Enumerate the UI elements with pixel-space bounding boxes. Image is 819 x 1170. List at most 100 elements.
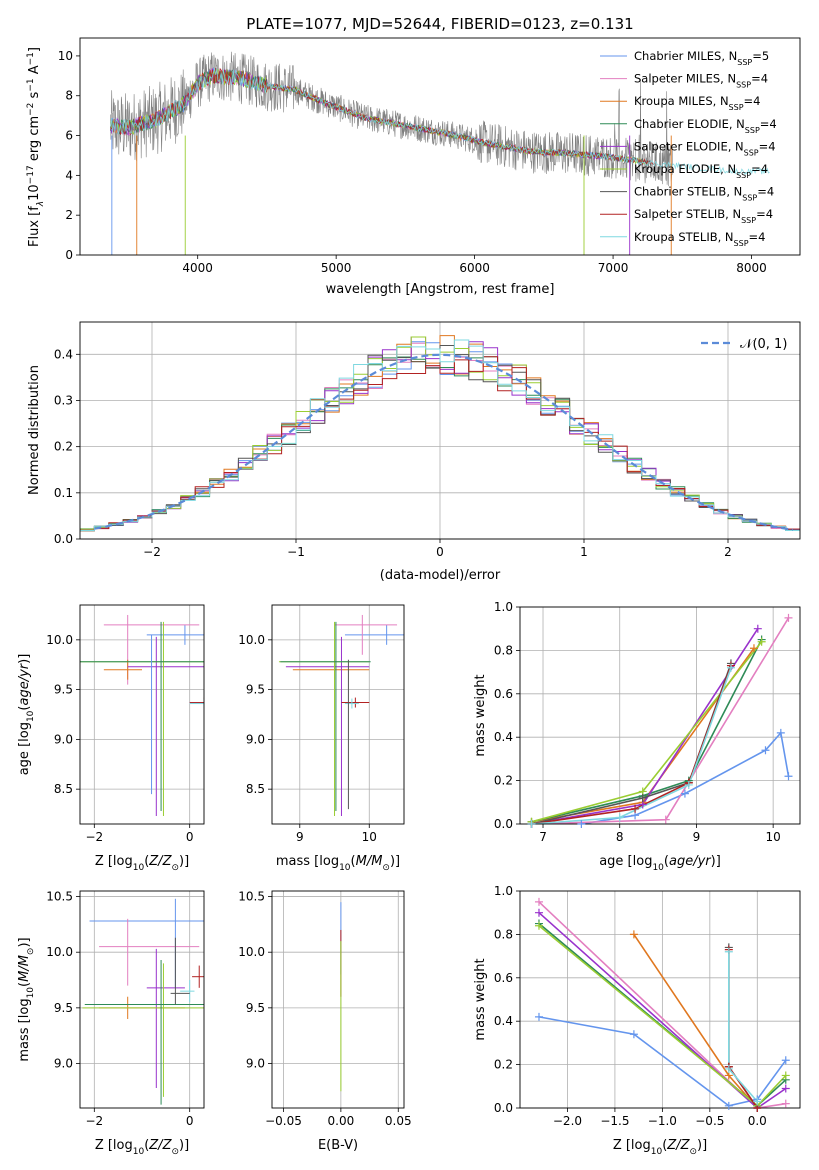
spectrum-xlabel: wavelength [Angstrom, rest frame] bbox=[326, 282, 555, 297]
residuals-xtick-label: −1 bbox=[287, 545, 305, 559]
ebv-mass-ytick-label: 9.0 bbox=[246, 1056, 265, 1070]
residual-histogram-step bbox=[80, 356, 800, 531]
mass-weight-age-ytick-label: 1.0 bbox=[494, 600, 513, 614]
spectrum-panel: 4000 5000 6000 7000 8000 0 2 4 6 8 10 bbox=[58, 37, 801, 275]
mass-weight-age-plot-area bbox=[531, 617, 790, 824]
ebv-mass-xtick-label: −0.05 bbox=[265, 1114, 302, 1128]
spectrum-xtick-label: 6000 bbox=[459, 261, 490, 275]
spectrum-frame bbox=[79, 37, 801, 256]
mass-weight-z-xtick-label: −1.5 bbox=[600, 1114, 629, 1128]
mass-weight-z-xtick-label: −0.5 bbox=[695, 1114, 724, 1128]
residuals-ytick-label: 0.4 bbox=[54, 347, 73, 361]
mass-weight-z-ytick-label: 0.6 bbox=[494, 971, 513, 985]
z-age-ytick-label: 10.0 bbox=[46, 633, 73, 647]
ebv-mass-ytick-label: 10.0 bbox=[238, 945, 265, 959]
z-age-xtick-label: 0 bbox=[186, 830, 194, 844]
ebv-mass-xtick-label: 0.05 bbox=[385, 1114, 412, 1128]
mass-weight-line bbox=[531, 667, 732, 824]
mass-weight-z-ytick-label: 1.0 bbox=[494, 884, 513, 898]
mass-weight-z-xtick-label: −1.0 bbox=[648, 1114, 677, 1128]
ebv-mass-xtick-label: 0.00 bbox=[328, 1114, 355, 1128]
mass-age-xtick-label: 10 bbox=[362, 830, 377, 844]
mass-age-ytick-label: 8.5 bbox=[246, 782, 265, 796]
mass-age-ytick-label: 9.0 bbox=[246, 732, 265, 746]
spectrum-xtick-label: 4000 bbox=[182, 261, 213, 275]
mass-weight-age-xtick-label: 10 bbox=[766, 830, 781, 844]
residual-histogram-step bbox=[80, 339, 800, 531]
mass-weight-marker bbox=[638, 793, 647, 802]
z-mass-xtick-label: −2 bbox=[85, 1114, 103, 1128]
spectrum-ytick-label: 0 bbox=[65, 248, 73, 262]
mass-weight-marker bbox=[661, 815, 670, 824]
spectrum-xtick-label: 5000 bbox=[321, 261, 352, 275]
residuals-xtick-label: 2 bbox=[724, 545, 732, 559]
spectrum-xtick-label: 7000 bbox=[598, 261, 629, 275]
spectrum-ytick-label: 6 bbox=[65, 129, 73, 143]
mass-weight-marker bbox=[680, 789, 689, 798]
mass-weight-marker bbox=[757, 637, 766, 646]
mass-weight-marker bbox=[684, 780, 693, 789]
z-age-ylabel: age [log10(age/yr)] bbox=[17, 654, 36, 776]
mass-weight-marker bbox=[724, 1101, 733, 1110]
figure-title: PLATE=1077, MJD=52644, FIBERID=0123, z=0… bbox=[246, 15, 633, 33]
mass-weight-z-ytick-label: 0.8 bbox=[494, 927, 513, 941]
mass-age-ytick-label: 9.5 bbox=[246, 683, 265, 697]
mass-weight-z-xtick-label: 0.0 bbox=[748, 1114, 767, 1128]
z-age-ytick-label: 9.5 bbox=[54, 683, 73, 697]
legend-entry: Chabrier ELODIE, NSSP=4 bbox=[634, 117, 777, 135]
mass-weight-z-ylabel: mass weight bbox=[473, 958, 488, 1040]
legend-entry: Kroupa STELIB, NSSP=4 bbox=[634, 230, 765, 248]
residuals-xtick-label: 0 bbox=[436, 545, 444, 559]
spectrum-legend: Chabrier MILES, NSSP=5 Salpeter MILES, NS… bbox=[600, 49, 777, 247]
z-age-ytick-label: 8.5 bbox=[54, 782, 73, 796]
z-age-xtick-label: −2 bbox=[85, 830, 103, 844]
mass-weight-marker bbox=[781, 1099, 790, 1108]
residuals-ytick-label: 0.3 bbox=[54, 393, 73, 407]
z-age-panel: −2 0 8.5 9.0 9.5 10.0 bbox=[46, 604, 205, 844]
mass-weight-z-xlabel: Z [log10(Z/Z⊙)] bbox=[613, 1138, 707, 1157]
mass-weight-z-ytick-label: 0.2 bbox=[494, 1058, 513, 1072]
mass-weight-line bbox=[531, 663, 732, 824]
mass-weight-line bbox=[581, 731, 790, 824]
mass-age-ytick-label: 10.0 bbox=[238, 633, 265, 647]
residuals-ytick-label: 0.0 bbox=[54, 532, 73, 546]
z-mass-ytick-label: 9.0 bbox=[54, 1056, 73, 1070]
spectrum-data-line bbox=[110, 51, 673, 187]
mass-weight-z-xtick-label: −2.0 bbox=[553, 1114, 582, 1128]
z-mass-panel: −2 0 9.0 9.5 10.0 10.5 bbox=[46, 890, 205, 1128]
residuals-panel: −2 −1 0 1 2 0.0 0.1 0.2 0.3 0.4 bbox=[54, 321, 801, 559]
mass-weight-line bbox=[531, 639, 763, 823]
z-mass-frame bbox=[79, 890, 205, 1109]
legend-entry: Chabrier STELIB, NSSP=4 bbox=[634, 185, 774, 203]
z-mass-ytick-label: 9.5 bbox=[54, 1001, 73, 1015]
mass-weight-z-ytick-label: 0.0 bbox=[494, 1101, 513, 1115]
mass-weight-marker bbox=[753, 624, 762, 633]
mass-weight-age-xtick-label: 7 bbox=[539, 830, 547, 844]
z-mass-ytick-label: 10.5 bbox=[46, 890, 73, 904]
mass-weight-marker bbox=[527, 820, 536, 828]
z-mass-xtick-label: 0 bbox=[186, 1114, 194, 1128]
spectrum-model-line bbox=[110, 68, 770, 176]
mass-weight-marker bbox=[629, 930, 638, 939]
legend-entry: Kroupa ELODIE, NSSP=4 bbox=[634, 162, 768, 180]
legend-entry: Salpeter MILES, NSSP=4 bbox=[634, 72, 768, 90]
normal-legend-label: 𝒩(0, 1) bbox=[740, 337, 787, 352]
mass-weight-age-ylabel: mass weight bbox=[473, 674, 488, 756]
mass-weight-z-ytick-label: 0.4 bbox=[494, 1014, 513, 1028]
mass-weight-marker bbox=[631, 804, 640, 813]
z-age-plot-area bbox=[80, 614, 204, 817]
mass-weight-marker bbox=[629, 1030, 638, 1039]
mass-weight-line bbox=[538, 901, 786, 1108]
ebv-mass-ytick-label: 9.5 bbox=[246, 1001, 265, 1015]
ebv-mass-xlabel: E(B-V) bbox=[318, 1138, 358, 1153]
mass-weight-age-ytick-label: 0.4 bbox=[494, 730, 513, 744]
z-mass-ytick-label: 10.0 bbox=[46, 945, 73, 959]
mass-weight-line bbox=[728, 951, 758, 1103]
mass-weight-marker bbox=[615, 813, 624, 822]
z-age-xlabel: Z [log10(Z/Z⊙)] bbox=[95, 854, 189, 873]
mass-weight-marker bbox=[534, 921, 543, 930]
spectrum-ytick-label: 2 bbox=[65, 208, 73, 222]
z-age-ytick-label: 9.0 bbox=[54, 732, 73, 746]
legend-entry: Kroupa MILES, NSSP=4 bbox=[634, 94, 760, 112]
